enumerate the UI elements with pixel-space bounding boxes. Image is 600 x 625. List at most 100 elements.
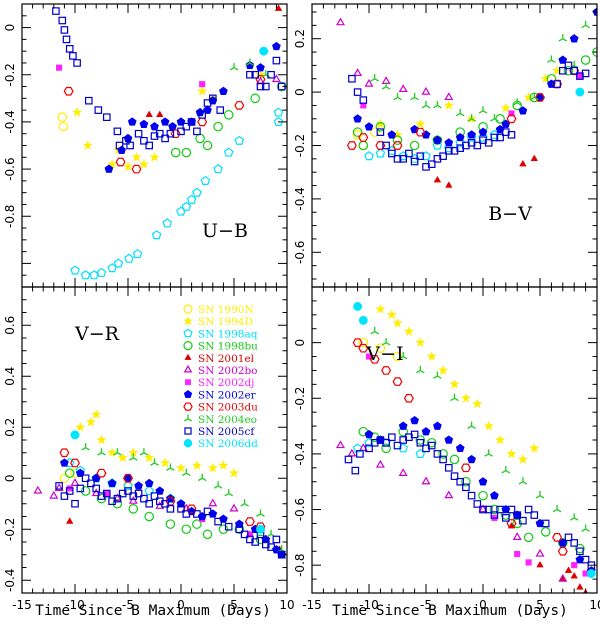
point-sn-2005cf [55,482,63,490]
y-tick-label: -0.2 [293,387,307,410]
point-sn-1994d [494,434,506,445]
point-sn-2005cf [376,128,385,136]
point-sn-1994d [443,100,454,110]
y-tick-label: -0.4 [3,110,17,133]
point-sn-2003du [535,93,545,102]
point-sn-1994d [529,442,540,453]
point-sn-2005cf [445,147,453,155]
point-sn-2003du [392,141,403,150]
legend-entry-sn-2002bo: SN 2002bo [183,364,257,377]
point-sn-2005cf [456,477,465,486]
point-sn-2005cf [351,466,360,475]
point-sn-2005cf [272,535,281,544]
point-sn-2003du [369,355,380,364]
point-sn-1998bu [580,55,591,65]
panel-v-i: -15 -10 -5 0 5 10 0 -0.2 -0.4 -0.6 -0.8 V−I [293,286,600,612]
point-sn-2005cf [58,16,67,25]
point-sn-1998aq [132,248,143,259]
point-sn-2001el [530,154,539,161]
point-sn-2002er [104,164,114,173]
point-sn-2001el [145,110,153,117]
point-sn-2005cf [570,66,579,75]
point-sn-2005cf [129,492,138,500]
point-sn-2005cf [235,525,244,534]
point-sn-1998aq [176,206,186,216]
y-tick-label: -0.2 [3,63,17,86]
point-sn-2005cf [81,474,90,483]
point-sn-1998bu [213,121,223,132]
point-sn-2005cf [76,484,85,493]
point-sn-2005cf [60,492,69,500]
point-sn-1998bu [563,65,574,76]
point-sn-1998aq [80,270,91,280]
point-sn-2003du [460,463,471,473]
x-tick-label: -10 [359,598,379,612]
point-sn-2005cf [251,70,260,79]
point-sn-2004eo [410,92,419,101]
point-sn-1998bu [181,524,192,535]
point-sn-2005cf [513,511,522,519]
point-sn-2002bo [375,459,385,468]
point-sn-1994d [122,161,134,172]
y-tick-label: 0 [293,339,307,347]
point-sn-1998aq [273,107,284,117]
point-sn-2002er [490,491,499,500]
point-sn-2003du [59,448,70,458]
legend-entry-sn-2001el: SN 2001el [184,353,255,365]
point-sn-2005cf [496,505,504,514]
point-sn-2005cf [182,122,191,131]
point-sn-2005cf [473,500,482,508]
point-sn-1994d [415,118,426,129]
point-sn-2005cf [60,26,69,34]
point-sn-2005cf [182,510,191,518]
point-sn-2003du [234,101,245,110]
panel-v-r: -15 -10 -5 0 5 10 0.6 0.4 0.2 0 -0.2 -0.4 V−R [3,286,295,612]
point-sn-1994d [506,448,517,459]
point-sn-2002er [353,114,362,123]
point-sn-2005cf [490,133,499,142]
point-sn-1998aq [234,135,245,145]
point-sn-2001el [519,159,527,167]
legend-entry-sn-2005cf: SN 2005cf [184,426,255,438]
point-sn-2003du [403,393,414,403]
point-sn-2002er [455,132,465,142]
x-tick-label: 0 [177,598,185,612]
point-sn-2002er [219,86,228,95]
point-sn-2002er [150,122,159,131]
point-sn-2002er [107,478,117,488]
legend-marker-sn-2004eo [183,414,193,422]
point-sn-2002dj [508,110,515,117]
point-sn-1998aq [213,164,223,174]
point-sn-1998aq [421,151,431,161]
point-sn-2004eo [398,351,408,360]
point-sn-1998bu [250,93,260,104]
legend-marker-sn-1998bu [183,341,193,351]
point-sn-2005cf [416,152,425,160]
point-sn-2005cf [150,492,159,500]
point-sn-2005cf [256,82,265,91]
point-sn-1994d [386,309,397,320]
point-sn-2005cf [115,141,124,150]
point-sn-1998bu [449,454,460,465]
point-sn-2002er [518,106,528,115]
point-sn-2006dd [358,315,368,325]
point-sn-2002bo [444,92,454,101]
point-sn-2005cf [433,450,442,458]
point-sn-2005cf [393,155,402,163]
y-tick-label: -0.6 [3,157,17,180]
point-sn-2002bo [208,498,218,507]
point-sn-1998bu [96,493,107,504]
point-sn-1998bu [64,468,75,478]
point-sn-1994d [517,454,529,464]
point-sn-2005cf [382,438,390,447]
point-sn-2004eo [467,421,476,429]
legend-entry-sn-2004eo: SN 2004eo [183,414,257,426]
point-sn-1998aq [478,132,488,142]
point-sn-2004eo [415,365,425,374]
point-sn-2002er [467,454,476,464]
point-sn-1994d [85,416,97,427]
point-sn-2002bo [336,440,345,449]
point-sn-2006dd [575,87,585,97]
point-sn-2003du [506,519,517,528]
point-sn-1998bu [352,127,363,137]
